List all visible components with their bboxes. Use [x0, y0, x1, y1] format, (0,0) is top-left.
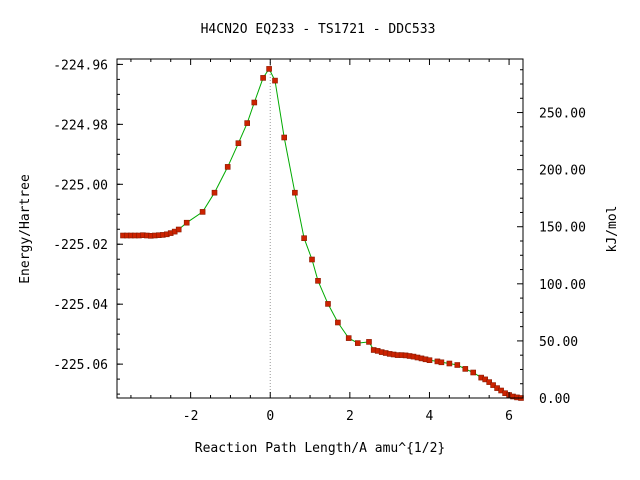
data-point: [281, 134, 288, 141]
x-tick-label: 4: [426, 409, 434, 424]
x-axis: -2 0 2 4 6: [130, 59, 513, 424]
y-axis-label: Energy/Hartree: [18, 174, 33, 284]
chart-title: H4CN2O EQ233 - TS1721 - DDC533: [201, 22, 436, 37]
data-point: [175, 226, 182, 233]
y-tick-label: -225.04: [53, 298, 108, 313]
data-point: [251, 99, 258, 106]
data-point: [454, 362, 461, 368]
data-point: [292, 189, 298, 196]
y-axis-right: 0.00 50.00 100.00 150.00 200.00 250.00: [517, 69, 586, 407]
data-point: [438, 359, 445, 366]
x-tick-label: -2: [183, 409, 199, 424]
y-tick-label: -225.02: [53, 238, 108, 253]
data-point: [272, 77, 278, 84]
y-axis-left: -224.96 -224.98 -225.00 -225.02 -225.04 -225.…: [53, 58, 123, 395]
y-tick-label: -224.98: [53, 118, 108, 133]
y2-tick-label: 0.00: [539, 392, 570, 407]
data-point: [260, 75, 266, 81]
data-point: [309, 256, 315, 263]
data-point: [301, 235, 307, 241]
y2-tick-label: 150.00: [539, 221, 586, 236]
data-point: [426, 357, 433, 364]
data-point: [490, 382, 496, 388]
x-tick-label: 0: [266, 409, 274, 424]
data-point: [366, 339, 372, 345]
curve-layer: [123, 67, 522, 399]
y-tick-label: -225.00: [53, 178, 108, 193]
data-point: [199, 209, 206, 215]
data-points: [120, 66, 524, 401]
plot-frame: [116, 58, 524, 399]
data-point: [486, 379, 493, 385]
data-point: [446, 360, 453, 367]
data-point: [211, 189, 218, 196]
data-point: [183, 219, 190, 226]
y2-tick-label: 100.00: [539, 278, 586, 293]
data-point: [345, 335, 352, 341]
y2-axis-label: kJ/mol: [605, 206, 620, 253]
data-point: [224, 164, 231, 170]
x-tick-label: 6: [505, 409, 513, 424]
y-tick-label: -224.96: [53, 58, 108, 73]
data-point: [266, 66, 272, 72]
data-point: [462, 366, 469, 372]
y2-tick-label: 50.00: [539, 335, 578, 350]
y2-tick-label: 200.00: [539, 164, 586, 179]
data-point: [354, 340, 361, 346]
data-point: [335, 319, 341, 326]
data-point: [315, 277, 321, 284]
y2-tick-label: 250.00: [539, 107, 586, 122]
x-tick-label: 2: [346, 409, 354, 424]
data-point: [470, 369, 477, 376]
data-point: [235, 140, 242, 146]
data-point: [244, 120, 250, 126]
y-tick-label: -225.06: [53, 358, 108, 373]
series-line: [123, 67, 522, 399]
data-point: [325, 301, 331, 307]
x-axis-label: Reaction Path Length/A amu^{1/2}: [195, 441, 445, 456]
